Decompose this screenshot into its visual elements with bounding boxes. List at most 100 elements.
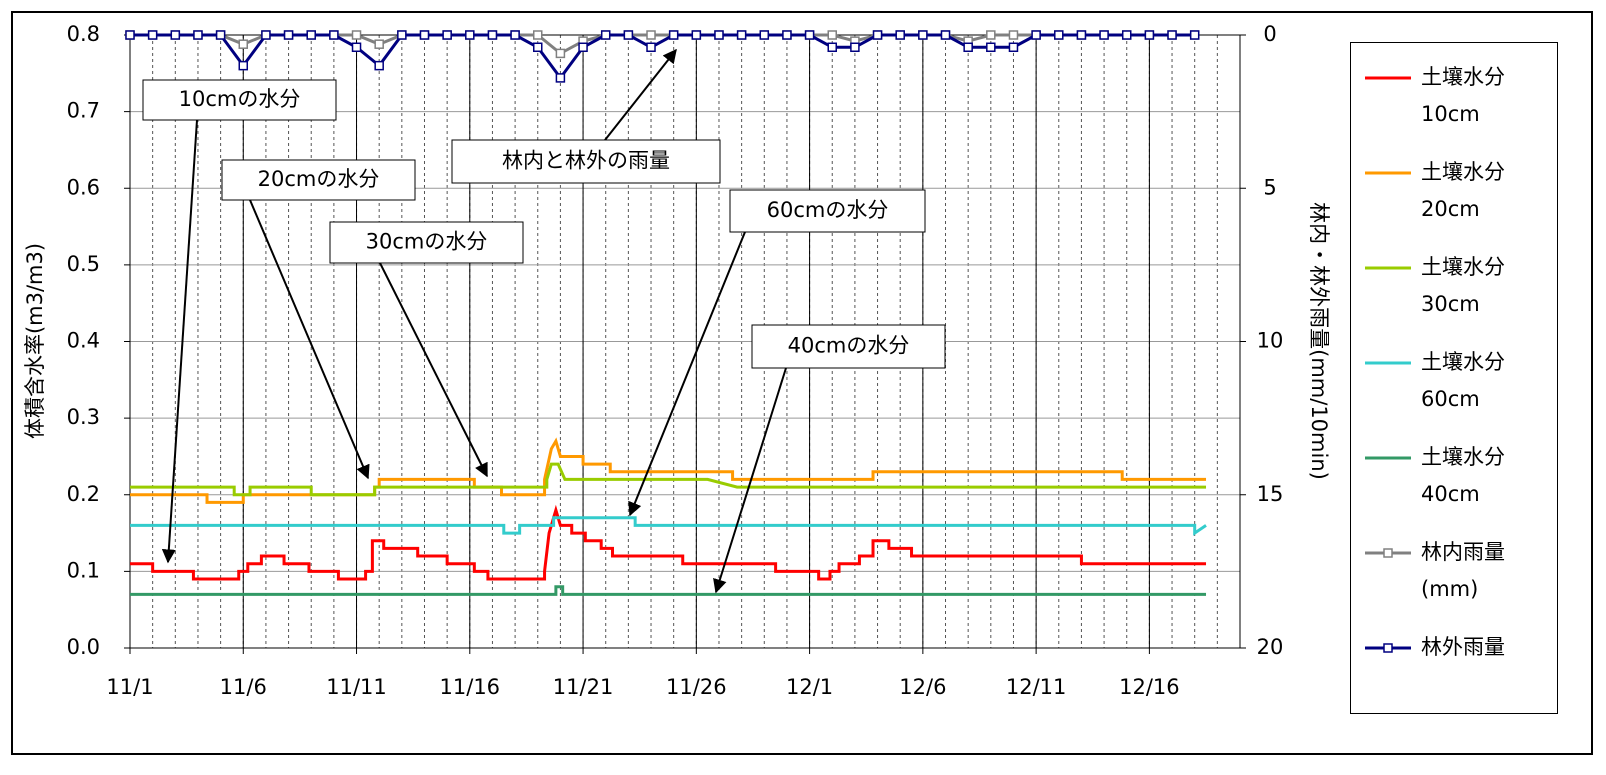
series-line [130, 462, 1207, 497]
series-marker [487, 30, 498, 40]
series-marker [306, 30, 316, 40]
series-marker [555, 48, 566, 59]
series-marker [827, 42, 837, 53]
legend-label: 土壤水分 40cm [1421, 445, 1505, 506]
series-marker [918, 30, 928, 40]
annotation: 20cmの水分 [258, 167, 380, 191]
legend-entry: 土壤水分 60cm [1351, 346, 1557, 441]
series-line [130, 516, 1207, 536]
legend-marker [1383, 643, 1393, 653]
series-marker [193, 30, 203, 40]
x-tick-label: 12/11 [1006, 675, 1067, 699]
legend-swatch [1365, 76, 1411, 80]
legend-swatch [1365, 266, 1411, 270]
series-marker [442, 30, 452, 40]
series-marker [374, 39, 384, 49]
series-marker [1076, 30, 1087, 40]
series-line [130, 504, 1207, 581]
legend-label: 土壤水分 30cm [1421, 255, 1505, 316]
annotation-arrow [628, 231, 746, 517]
series-marker [397, 30, 407, 40]
annotation: 10cmの水分 [179, 87, 301, 111]
series-marker [283, 30, 294, 40]
annotation-arrow [249, 199, 370, 480]
x-tick-label: 11/16 [440, 675, 501, 699]
legend-label: 林内雨量 (mm) [1421, 540, 1505, 601]
series-marker [827, 30, 837, 40]
y-tick-label: 0.8 [67, 22, 100, 46]
series-marker [804, 30, 815, 40]
series-marker [238, 39, 249, 49]
y-axis-title: 体積含水率(m3/m3) [23, 243, 47, 439]
series-marker [215, 30, 226, 40]
series-marker [940, 30, 951, 40]
series-marker [1031, 30, 1041, 40]
y2-tick-label: 15 [1257, 482, 1284, 506]
legend-marker [1383, 548, 1393, 558]
series-marker [782, 30, 792, 40]
annotation: 30cmの水分 [366, 230, 488, 254]
series-marker [533, 42, 543, 53]
series-marker [872, 30, 883, 40]
series-marker [578, 42, 588, 53]
series-marker [895, 30, 905, 40]
series-marker [238, 60, 249, 71]
legend-entry: 土壤水分 10cm [1351, 61, 1557, 156]
annotation-box [729, 189, 926, 233]
y2-axis-title: 林内・林外雨量(mm/10min) [1307, 202, 1331, 480]
legend-swatch [1365, 361, 1411, 365]
legend-swatch [1365, 171, 1411, 175]
y-tick-label: 0.5 [67, 252, 100, 276]
x-tick-label: 11/21 [553, 675, 614, 699]
annotation-arrow [713, 367, 787, 594]
legend-entry: 林外雨量 [1351, 631, 1557, 726]
series-marker [1144, 30, 1155, 40]
legend-entry: 土壤水分 40cm [1351, 441, 1557, 536]
chart-border [11, 11, 1593, 755]
y2-tick-label: 10 [1257, 329, 1284, 353]
series-marker [261, 30, 271, 40]
series-marker [691, 30, 702, 40]
legend-entry: 林内雨量 (mm) [1351, 536, 1557, 631]
series-marker [600, 30, 611, 40]
annotation-box [751, 324, 946, 369]
series-marker [986, 30, 996, 40]
series-marker [555, 73, 566, 83]
series-marker [465, 30, 475, 40]
legend-label: 土壤水分 20cm [1421, 160, 1505, 221]
annotation-box [451, 139, 721, 184]
y-tick-label: 0.1 [67, 558, 100, 582]
series-marker [351, 30, 362, 40]
series-marker [533, 30, 543, 40]
series-marker [736, 30, 747, 40]
series-marker [1189, 30, 1200, 40]
y-tick-label: 0.4 [67, 329, 100, 353]
series-line [130, 585, 1207, 596]
y2-tick-label: 5 [1263, 175, 1276, 199]
series-marker [351, 42, 362, 53]
y-tick-label: 0.0 [67, 635, 100, 659]
series-marker [759, 30, 770, 40]
legend-swatch [1365, 548, 1411, 558]
series-marker [646, 30, 656, 40]
series-marker [147, 30, 158, 40]
annotation-arrow [161, 119, 198, 564]
annotation: 林内と林外の雨量 [502, 149, 670, 173]
y2-tick-label: 0 [1263, 22, 1276, 46]
series-marker [1008, 30, 1019, 40]
annotation: 60cmの水分 [767, 198, 889, 222]
x-tick-label: 12/1 [786, 675, 833, 699]
series-marker [668, 30, 679, 40]
series-marker [646, 42, 656, 53]
y-tick-label: 0.2 [67, 482, 100, 506]
series-marker [1054, 30, 1064, 40]
y2-tick-label: 20 [1257, 635, 1284, 659]
annotation-box [142, 79, 337, 121]
series-marker [1167, 30, 1177, 40]
legend-swatch [1365, 456, 1411, 460]
legend-label: 土壤水分 60cm [1421, 350, 1505, 411]
series-marker [986, 42, 996, 53]
series-marker [125, 30, 135, 40]
